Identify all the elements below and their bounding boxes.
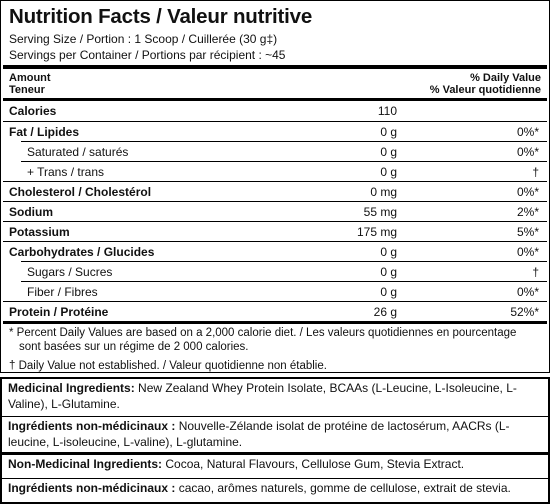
nutrient-label: Calories	[9, 104, 57, 118]
nutrient-amount: 0 g	[380, 145, 397, 159]
nutrient-row: Sugars / Sucres 0 g †	[21, 261, 547, 281]
nutrient-label: Fiber / Fibres	[27, 285, 98, 299]
rule	[3, 98, 547, 101]
daily-value: 0%*	[516, 125, 539, 139]
nutrient-row: Protein / Protéine 26 g 52%*	[3, 301, 547, 321]
daily-value: †	[532, 165, 539, 179]
nutrient-row: Fiber / Fibres 0 g 0%*	[21, 281, 547, 301]
nutrient-row: Fat / Lipides 0 g 0%*	[3, 121, 547, 141]
nutrient-amount: 0 g	[380, 165, 397, 179]
nutrient-row: Potassium 175 mg 5%*	[3, 221, 547, 241]
ingredient-text: Cocoa, Natural Flavours, Cellulose Gum, …	[162, 457, 465, 471]
column-headers: Amount Teneur % Daily Value % Valeur quo…	[1, 69, 549, 98]
nutrient-amount: 0 g	[380, 265, 397, 279]
daily-value: †	[532, 265, 539, 279]
footnotes: * Percent Daily Values are based on a 2,…	[1, 324, 549, 372]
nutrient-label: Carbohydrates / Glucides	[9, 245, 155, 259]
nutrient-row: Calories 110	[3, 101, 547, 121]
footnote: * Percent Daily Values are based on a 2,…	[9, 327, 517, 353]
ingredient-text: New Zealand Whey Protein Isolate, BCAAs …	[8, 381, 517, 411]
ingredient-label: Medicinal Ingredients:	[8, 381, 135, 395]
rule	[3, 321, 547, 324]
ingredient-label: Non-Medicinal Ingredients:	[8, 457, 163, 471]
amount-header: Amount	[9, 72, 51, 84]
daily-value: 0%*	[516, 145, 539, 159]
nutrient-row: Sodium 55 mg 2%*	[3, 201, 547, 221]
daily-value: 0%*	[516, 245, 539, 259]
amount-header-fr: Teneur	[9, 83, 45, 96]
nutrition-facts: Nutrition Facts / Valeur nutritive Servi…	[0, 0, 550, 373]
daily-value: 0%*	[516, 185, 539, 199]
nutrient-amount: 0 g	[380, 245, 397, 259]
ingredient-block: Medicinal Ingredients: New Zealand Whey …	[2, 379, 548, 417]
ingredient-block: Non-Medicinal Ingredients: Cocoa, Natura…	[2, 455, 548, 479]
daily-value: 2%*	[516, 205, 539, 219]
nutrient-label: Fat / Lipides	[9, 125, 80, 139]
serving-size: Serving Size / Portion : 1 Scoop / Cuill…	[9, 32, 278, 46]
daily-value-header: % Daily Value % Valeur quotidienne	[429, 72, 541, 96]
nutrient-label: Sodium	[9, 205, 53, 219]
title: Nutrition Facts / Valeur nutritive	[9, 5, 313, 28]
dv-header-fr: % Valeur quotidienne	[429, 83, 541, 96]
servings-per-container: Servings per Container / Portions par ré…	[9, 48, 286, 62]
ingredients: Medicinal Ingredients: New Zealand Whey …	[0, 377, 550, 504]
nutrient-label: Saturated / saturés	[27, 145, 129, 159]
dv-header: % Daily Value	[470, 72, 541, 84]
nutrient-row: Cholesterol / Cholestérol 0 mg 0%*	[3, 181, 547, 201]
ingredient-label: Ingrédients non-médicinaux :	[8, 481, 176, 495]
nutrient-amount: 110	[377, 104, 397, 118]
nutrient-label: Protein / Protéine	[9, 305, 109, 319]
nutrient-amount: 175 mg	[356, 225, 397, 239]
nutrient-amount: 26 g	[373, 305, 397, 319]
nutrient-amount: 0 g	[380, 285, 397, 299]
nutrient-row: + Trans / trans 0 g †	[21, 161, 547, 181]
ingredient-label: Ingrédients non-médicinaux :	[8, 419, 176, 433]
daily-value: 5%*	[516, 225, 539, 239]
ingredient-block: Ingrédients non-médicinaux : cacao, arôm…	[2, 479, 548, 502]
rule	[3, 65, 547, 69]
nutrient-amount: 0 mg	[370, 185, 397, 199]
ingredient-block: Ingrédients non-médicinaux : Nouvelle-Zé…	[2, 417, 548, 455]
nutrient-row: Saturated / saturés 0 g 0%*	[21, 141, 547, 161]
nutrient-rows: Calories 110 Fat / Lipides 0 g 0%* Saturated …	[1, 101, 549, 321]
nutrient-label: Potassium	[9, 225, 70, 239]
ingredient-text: cacao, arômes naturels, gomme de cellulo…	[175, 481, 511, 495]
ingredient-text: Nouvelle-Zélande isolat de protéine de l…	[8, 419, 510, 449]
nutrient-label: Sugars / Sucres	[27, 265, 113, 279]
footnote: † Daily Value not established. / Valeur …	[9, 360, 327, 372]
nutrient-row: Carbohydrates / Glucides 0 g 0%*	[3, 241, 547, 261]
daily-value: 52%*	[510, 305, 539, 319]
nutrient-label: + Trans / trans	[27, 165, 105, 179]
nutrient-amount: 0 g	[380, 125, 397, 139]
nutrient-label: Cholesterol / Cholestérol	[9, 185, 152, 199]
daily-value: 0%*	[516, 285, 539, 299]
nutrient-amount: 55 mg	[363, 205, 397, 219]
